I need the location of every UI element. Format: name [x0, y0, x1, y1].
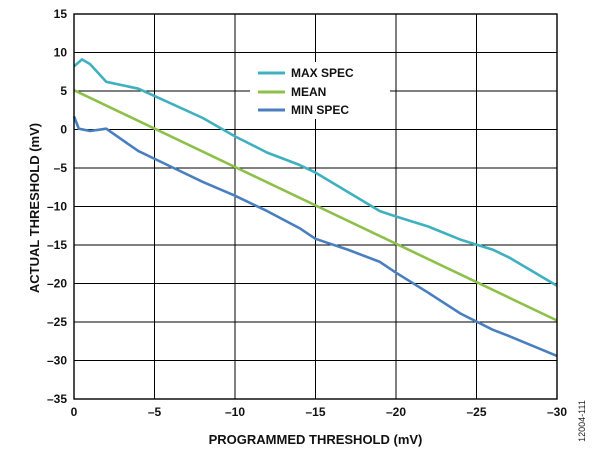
legend-label-mean: MEAN — [291, 85, 326, 99]
series-lines — [72, 58, 558, 358]
y-tick-label: 15 — [54, 7, 68, 21]
y-tick-label: –25 — [47, 315, 67, 329]
series-line-max-spec — [73, 58, 558, 287]
y-tick-label: –30 — [47, 354, 67, 368]
x-tick-label: –10 — [225, 405, 245, 419]
figure-id: 12004-111 — [577, 400, 587, 442]
x-tick-label: –25 — [466, 405, 486, 419]
x-tick-label: –5 — [148, 405, 162, 419]
y-axis-title: ACTUAL THRESHOLD (mV) — [27, 123, 42, 293]
x-tick-label: –20 — [386, 405, 406, 419]
y-tick-label: –35 — [47, 392, 67, 406]
y-tick-label: 0 — [60, 123, 67, 137]
legend-label-max-spec: MAX SPEC — [291, 66, 354, 80]
legend-label-min-spec: MIN SPEC — [291, 103, 349, 117]
y-tick-label: –5 — [54, 161, 68, 175]
plot-frame — [73, 13, 558, 400]
x-tick-label: –15 — [305, 405, 325, 419]
legend: MAX SPEC MEAN MIN SPEC — [250, 62, 390, 119]
y-tick-label: 5 — [60, 84, 67, 98]
x-tick-labels: 0 –5 –10 –15 –20 –25 –30 — [71, 405, 568, 419]
series-line-mean — [73, 89, 558, 322]
x-axis-title: PROGRAMMED THRESHOLD (mV) — [209, 432, 423, 447]
y-tick-label: –10 — [47, 200, 67, 214]
y-tick-label: –15 — [47, 238, 67, 252]
y-tick-labels: 15 10 5 0 –5 –10 –15 –20 –25 –30 –35 — [47, 7, 67, 406]
y-tick-label: 10 — [54, 46, 68, 60]
x-tick-label: –30 — [547, 405, 567, 419]
series-line-min-spec — [72, 115, 558, 358]
x-tick-label: 0 — [71, 405, 78, 419]
y-tick-label: –20 — [47, 277, 67, 291]
